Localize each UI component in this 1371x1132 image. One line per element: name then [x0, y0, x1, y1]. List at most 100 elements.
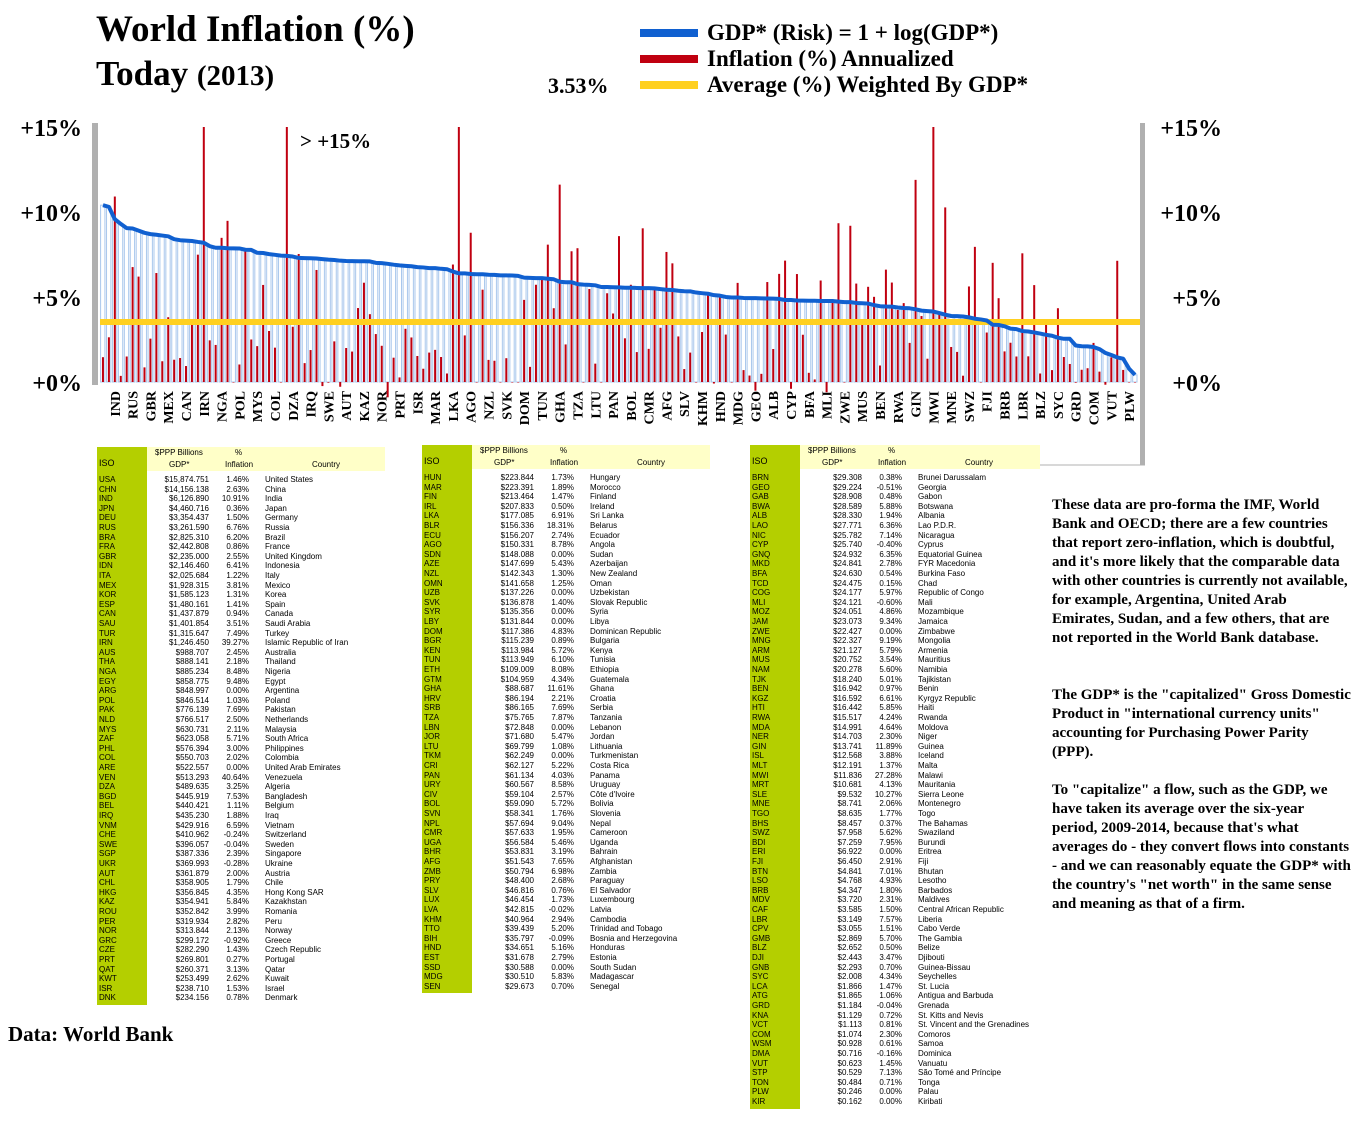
iso-code: MOZ [752, 607, 770, 617]
x-tick-label: PRT [394, 390, 409, 418]
table-row: LCA $1.866 1.47% St. Lucia [750, 982, 1040, 992]
country-name: Mongolia [918, 636, 951, 646]
x-tick-label: GBR [144, 390, 159, 421]
inflation-bar [339, 382, 342, 387]
table-row: MDV $3.720 2.31% Maldives [750, 895, 1040, 905]
country-name: Moldova [918, 722, 949, 732]
header-pct: % [560, 446, 568, 455]
y-tick-label-right: +0% [1172, 371, 1222, 397]
gdp-value: $361.879 [175, 868, 209, 878]
gdp-value: $207.833 [500, 501, 534, 511]
country-name: Ukraine [265, 859, 293, 868]
inflation-value: 1.94% [879, 511, 902, 521]
gdp-value: $109.009 [500, 665, 534, 674]
inflation-bar [896, 309, 899, 382]
table-row: RUS $3,261.590 6.76% Russia [97, 523, 385, 533]
gdp-value: $429.916 [175, 820, 209, 830]
iso-code: SEN [424, 981, 441, 991]
subtitle-year: (2013) [196, 60, 275, 92]
inflation-value: 0.00% [551, 549, 574, 559]
risk-bar [509, 275, 515, 383]
inflation-bar [398, 377, 401, 382]
inflation-bar [440, 357, 443, 382]
inflation-bar [950, 346, 953, 382]
inflation-bar [884, 269, 887, 382]
inflation-bar [119, 375, 122, 382]
country-name: Uzbekistan [590, 588, 630, 598]
x-tick-label: PAN [607, 391, 622, 419]
inflation-bar [333, 341, 336, 382]
inflation-bar [594, 363, 597, 382]
table-row: SLE $9.532 10.27% Sierra Leone [750, 790, 1040, 800]
risk-bar [117, 223, 124, 383]
inflation-value: 0.78% [226, 993, 249, 1003]
inflation-value: 0.89% [551, 636, 574, 646]
iso-code: DNK [99, 993, 116, 1003]
inflation-value: 0.00% [551, 722, 574, 732]
iso-code: SSD [424, 962, 441, 972]
gdp-value: $46.454 [505, 895, 534, 905]
table-row: PER $319.934 2.82% Peru [97, 917, 385, 927]
table-row: MYS $630.731 2.11% Malaysia [97, 725, 385, 735]
inflation-value: 5.97% [879, 588, 902, 598]
table-row: CMR $57.633 1.95% Cameroon [422, 828, 710, 838]
iso-code: GRD [752, 1001, 770, 1010]
inflation-bar [588, 289, 591, 382]
inflation-value: 0.76% [551, 885, 574, 895]
table-row: NIC $25.782 7.14% Nicaragua [750, 531, 1040, 541]
country-name: The Bahamas [918, 818, 968, 828]
country-name: Luxembourg [590, 895, 635, 905]
inflation-value: 1.50% [879, 905, 902, 914]
country-name: Antigua and Barbuda [918, 991, 994, 1001]
country-name: Haiti [918, 703, 935, 713]
iso-code: MDA [752, 722, 770, 732]
gdp-value: $0.623 [837, 1058, 862, 1068]
inflation-bar [695, 382, 698, 383]
inflation-value: -0.51% [876, 482, 902, 492]
iso-code: NAM [752, 665, 770, 674]
country-name: Spain [265, 599, 286, 609]
country-name: Angola [590, 540, 615, 550]
country-name: Hungary [590, 473, 621, 482]
risk-bar [278, 255, 284, 383]
gdp-value: $24.841 [833, 559, 862, 569]
country-name: Brunei Darussalam [918, 473, 987, 482]
inflation-value: 9.04% [551, 818, 574, 828]
inflation-bar [689, 352, 692, 382]
iso-code: NGA [99, 667, 117, 676]
iso-code: GEO [752, 482, 770, 492]
y-tick-label-left: +5% [32, 286, 82, 312]
table-row: IND $6,126.890 10.91% India [97, 494, 385, 504]
inflation-bar [256, 346, 259, 382]
iso-code: SGP [99, 849, 116, 859]
inflation-value: 5.16% [551, 943, 574, 953]
inflation-bar [582, 382, 585, 383]
country-name: Kuwait [265, 974, 290, 984]
gdp-value: $88.687 [505, 684, 534, 694]
x-tick-label: BEN [874, 391, 889, 420]
iso-code: ROU [99, 907, 117, 916]
risk-bar [515, 275, 521, 383]
table-row: BDI $7.259 7.95% Burundi [750, 838, 1040, 848]
inflation-value: 0.61% [879, 1039, 902, 1049]
iso-code: MLI [752, 597, 766, 607]
iso-code: CYP [752, 540, 769, 550]
iso-code: JAM [752, 617, 768, 626]
header-country: Country [965, 458, 994, 467]
country-name: Panama [590, 770, 620, 780]
risk-bar [788, 299, 794, 383]
iso-code: MAR [424, 482, 442, 492]
inflation-bar [641, 228, 644, 382]
iso-code: HND [424, 943, 442, 953]
country-name: Turkey [265, 628, 290, 638]
iso-code: BFA [752, 569, 768, 578]
table-row: BFA $24.630 0.54% Burkina Faso [750, 569, 1040, 579]
inflation-bar [997, 298, 1000, 382]
inflation-value: 6.98% [551, 866, 574, 876]
iso-code: UKR [99, 859, 116, 868]
country-name: Côte d'Ivoire [590, 789, 635, 799]
risk-bar [977, 318, 984, 383]
table-row: CRI $62.127 5.22% Costa Rica [422, 761, 710, 771]
iso-code: CHE [99, 830, 116, 840]
iso-code: ZWE [752, 626, 770, 636]
